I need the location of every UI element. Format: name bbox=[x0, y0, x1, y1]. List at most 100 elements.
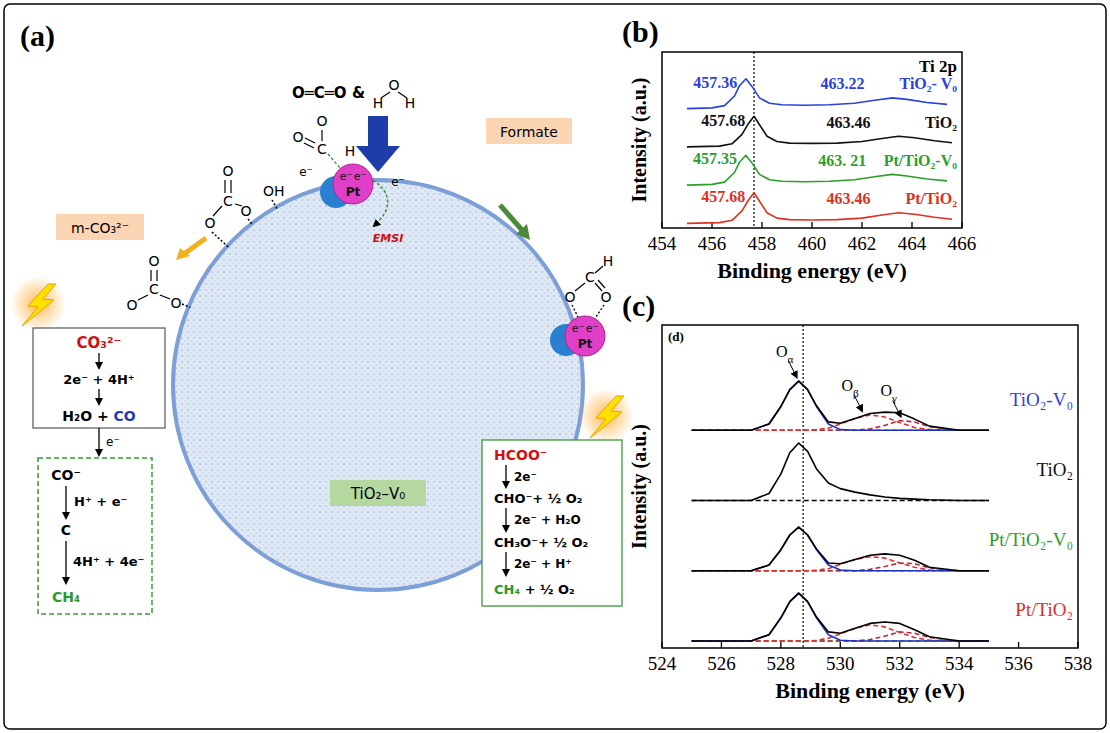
plot-frame bbox=[662, 325, 1078, 648]
species: CHO⁻+ ½ O₂ bbox=[494, 491, 582, 506]
tick bbox=[721, 642, 722, 648]
tick bbox=[811, 222, 812, 228]
label-sub: β bbox=[853, 387, 859, 399]
peak-label: 457.36 bbox=[693, 74, 737, 91]
support-label: TiO₂–V₀ bbox=[350, 485, 405, 503]
peak-label: 457.68 bbox=[701, 188, 745, 205]
atom: H bbox=[603, 253, 614, 269]
species: H₂O + CO bbox=[62, 408, 136, 424]
light-glow bbox=[578, 388, 634, 444]
tick bbox=[958, 642, 959, 648]
annotation: Ti 2p bbox=[919, 57, 957, 76]
surface-bond bbox=[182, 304, 190, 307]
bond bbox=[595, 266, 603, 273]
leader bbox=[789, 361, 797, 377]
emsi-arrow bbox=[373, 180, 388, 226]
label-sub: α bbox=[788, 353, 794, 365]
step-arrow bbox=[505, 508, 506, 531]
panel-label: (a) bbox=[20, 19, 55, 53]
atom: O bbox=[204, 215, 215, 231]
peak-label: 463. 21 bbox=[818, 152, 866, 169]
formate-arrow bbox=[500, 205, 522, 230]
adsorption-arrow bbox=[356, 116, 400, 172]
atom: O bbox=[564, 289, 575, 305]
row-label: Pt/TiO₂ bbox=[1015, 599, 1073, 620]
series-label: TiO₂ bbox=[925, 114, 957, 131]
species: CH₃O⁻+ ½ O₂ bbox=[494, 535, 588, 550]
row-label: Pt/TiO₂-V₀ bbox=[989, 529, 1073, 550]
migration-arrow bbox=[184, 238, 206, 254]
atom: O bbox=[170, 295, 181, 311]
tick bbox=[661, 642, 662, 648]
species: C bbox=[61, 522, 71, 538]
tick-label: 536 bbox=[1004, 653, 1033, 674]
series-line bbox=[692, 527, 989, 571]
plot-frame bbox=[662, 52, 962, 228]
atom: H bbox=[345, 143, 356, 159]
label-box bbox=[330, 480, 426, 506]
diagram-panel: (a)O═C═O&HOHOCOOOHm-CO₃²⁻OCOOe⁻e⁻PtOCOHe… bbox=[10, 19, 634, 614]
pt-particle bbox=[333, 164, 373, 204]
atom: C bbox=[149, 281, 159, 297]
label-part: H₂O + bbox=[62, 408, 113, 424]
step-arrow bbox=[98, 353, 99, 368]
peak-label: 463.46 bbox=[827, 190, 871, 207]
series-label: Pt/TiO₂-V₀ bbox=[884, 152, 958, 169]
peak-label: 457.68 bbox=[701, 112, 745, 129]
tick bbox=[661, 222, 662, 228]
tick-label: 454 bbox=[648, 233, 677, 254]
axis-title: Intensity (a.u.) bbox=[628, 424, 651, 549]
atom: O bbox=[600, 289, 611, 305]
tick bbox=[761, 222, 762, 228]
bond bbox=[596, 305, 604, 317]
electron: e⁻ bbox=[354, 170, 367, 183]
step-arrow bbox=[98, 389, 99, 404]
tick bbox=[899, 642, 900, 648]
carbonate-label: m-CO₃²⁻ bbox=[71, 220, 129, 236]
step-arrow bbox=[505, 552, 506, 575]
axis-title: Binding energy (eV) bbox=[717, 258, 906, 283]
label-main: O bbox=[776, 343, 788, 360]
tick-label: 456 bbox=[698, 233, 727, 254]
label-box bbox=[56, 214, 144, 240]
pathway-box bbox=[38, 458, 152, 614]
tick bbox=[840, 642, 841, 648]
series-line bbox=[692, 593, 989, 641]
species: CH₄ bbox=[52, 589, 80, 605]
pathway-box bbox=[482, 440, 622, 606]
row-label: TiO₂-V₀ bbox=[1010, 389, 1073, 410]
step-arrow bbox=[98, 428, 99, 455]
hydroxyl: OH bbox=[263, 183, 285, 199]
panel-label: (c) bbox=[622, 289, 655, 323]
tick bbox=[1077, 642, 1078, 648]
pt-label: Pt bbox=[346, 185, 361, 199]
tick bbox=[861, 222, 862, 228]
transfer-path bbox=[328, 154, 340, 168]
component-label: Oα bbox=[776, 343, 794, 365]
atom: O bbox=[222, 163, 233, 179]
pathway-box bbox=[33, 328, 165, 428]
surface-bond bbox=[248, 219, 253, 225]
plot-area bbox=[692, 325, 989, 648]
light-glow bbox=[10, 276, 66, 332]
bond bbox=[304, 143, 314, 148]
label-main: O bbox=[841, 377, 853, 394]
atom: O bbox=[126, 297, 137, 313]
figure-border bbox=[4, 4, 1106, 729]
series-label: TiO₂- V₀ bbox=[900, 75, 958, 92]
label-part: CO bbox=[114, 408, 136, 424]
tick-label: 532 bbox=[885, 653, 914, 674]
reference-line bbox=[803, 325, 804, 648]
series-line bbox=[692, 527, 989, 571]
bond bbox=[321, 130, 322, 141]
tick bbox=[961, 222, 962, 228]
step-label: 2e⁻ + H₂O bbox=[514, 513, 581, 527]
formate-arrowhead bbox=[516, 224, 530, 240]
joiner: & bbox=[352, 84, 365, 102]
bond bbox=[235, 204, 242, 206]
step-label: e⁻ bbox=[106, 435, 120, 449]
series-label: Pt/TiO₂ bbox=[905, 190, 957, 207]
atom: O bbox=[240, 203, 251, 219]
tick bbox=[780, 642, 781, 648]
bond bbox=[398, 92, 407, 98]
